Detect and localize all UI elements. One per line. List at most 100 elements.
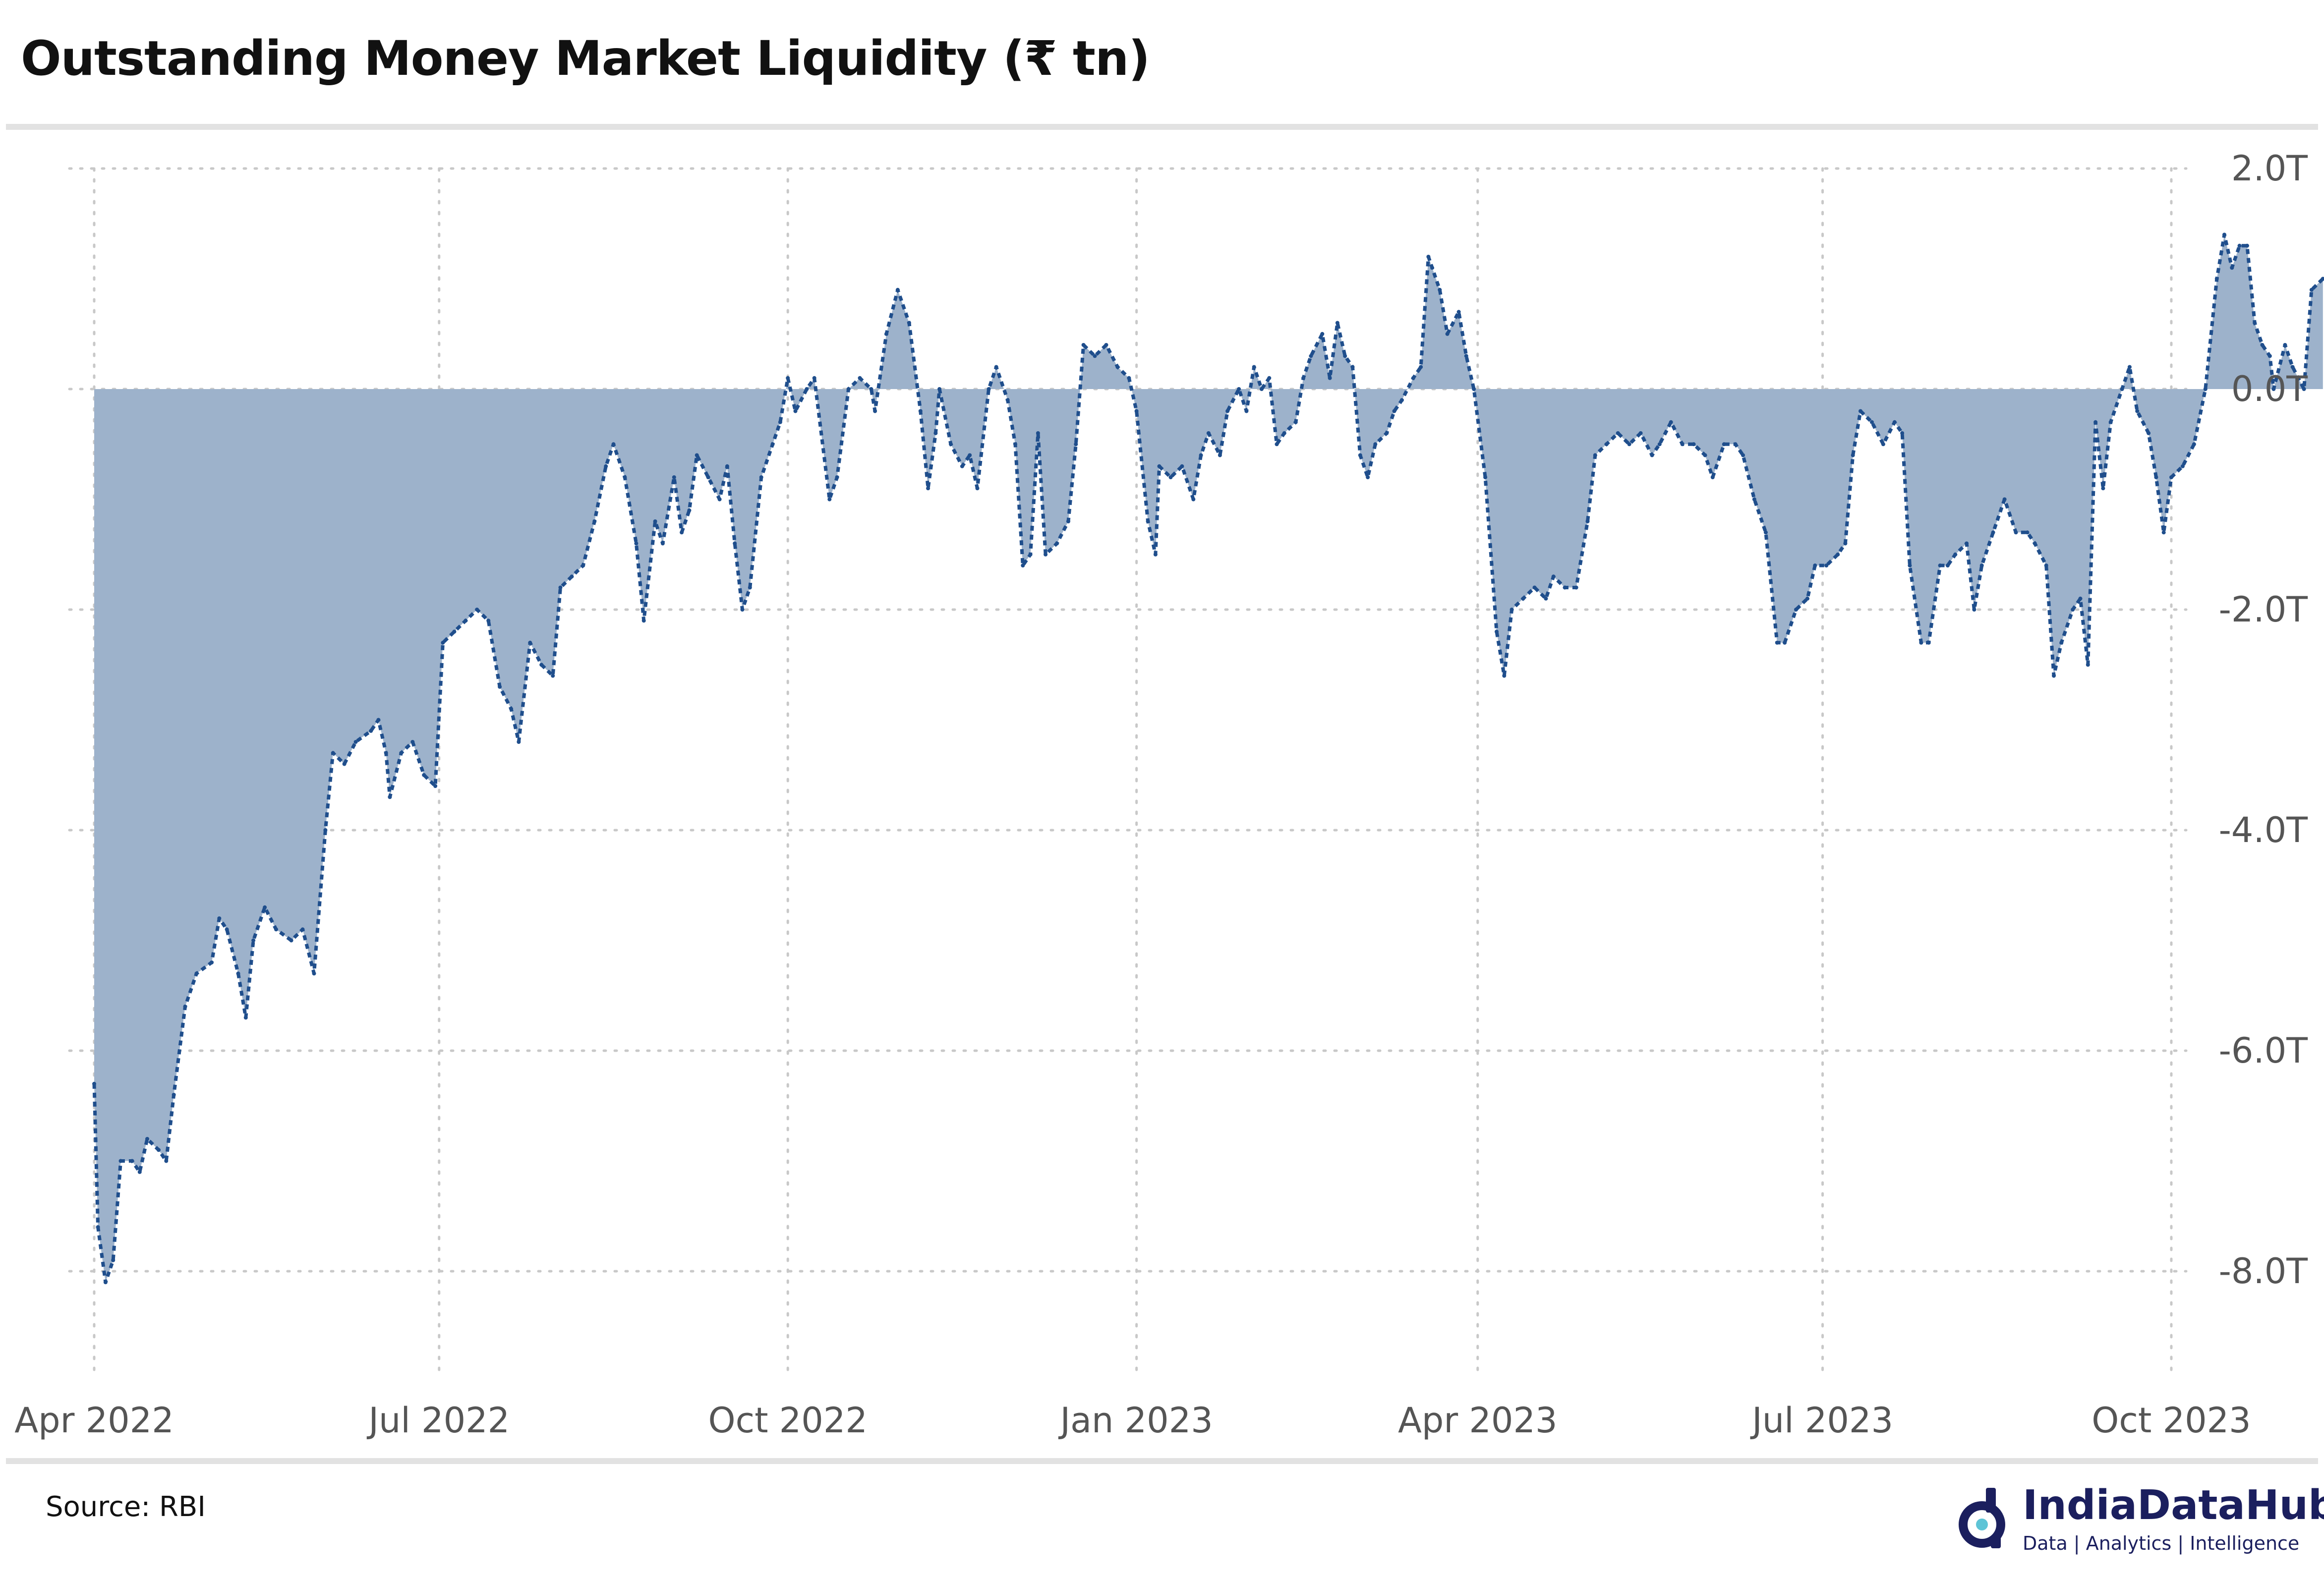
data-point (2025, 530, 2030, 535)
data-point (289, 938, 293, 943)
data-point (2071, 608, 2075, 612)
data-point (1741, 453, 1745, 457)
data-point (1399, 398, 1404, 402)
data-point (1218, 453, 1222, 457)
data-point (2237, 243, 2242, 248)
data-point (1657, 442, 1662, 447)
data-point (1411, 376, 1415, 380)
data-point (1275, 442, 1279, 447)
data-point (733, 541, 737, 546)
data-point (1350, 365, 1355, 369)
data-point (1563, 585, 1567, 590)
data-point (1824, 564, 1829, 567)
chart-title: Outstanding Money Market Liquidity (₹ tn… (21, 31, 1150, 86)
data-point (1813, 564, 1817, 567)
data-point (236, 971, 240, 976)
data-point (1134, 409, 1139, 413)
data-point (172, 1093, 176, 1097)
data-point (145, 1137, 149, 1141)
data-point (96, 1225, 100, 1229)
data-point (1309, 354, 1313, 358)
data-point (1180, 464, 1184, 468)
data-point (441, 640, 445, 645)
data-point (376, 718, 381, 722)
data-point (1104, 343, 1108, 347)
data-point (884, 332, 888, 336)
data-point (251, 938, 256, 943)
data-point (2203, 387, 2208, 391)
data-point (1115, 365, 1120, 369)
y-axis: 2.0T 0.0T -2.0T -4.0T -6.0T -8.0T (2219, 148, 2308, 1292)
data-point (263, 905, 267, 909)
data-point (1301, 376, 1306, 380)
data-point (1366, 475, 1370, 479)
data-point (1419, 365, 1423, 369)
data-point (1638, 431, 1643, 435)
data-point (793, 409, 798, 413)
data-point (2033, 541, 2037, 546)
x-axis: Apr 2022 Jul 2022 Oct 2022 Jan 2023 Apr 2023… (14, 1400, 2251, 1441)
data-point (2044, 564, 2048, 567)
brand-tagline: Data | Analytics | Intelligence (2023, 1532, 2300, 1554)
data-point (1438, 287, 1442, 292)
data-point (1510, 608, 1514, 612)
data-point (1044, 552, 1048, 557)
data-point (725, 464, 729, 468)
data-point (907, 321, 911, 325)
data-point (1199, 453, 1203, 457)
indiadatahub-logo-icon (1959, 1488, 2005, 1548)
data-point (194, 971, 199, 976)
data-point (539, 663, 544, 667)
x-tick-label: Apr 2022 (14, 1400, 174, 1441)
data-point (1191, 497, 1196, 502)
data-point (1426, 255, 1431, 259)
data-point (1005, 398, 1010, 402)
data-point (1495, 629, 1499, 634)
data-point (933, 431, 938, 435)
brand-logo: IndiaDataHub Data | Analytics | Intellig… (1958, 1482, 2324, 1556)
data-point (2230, 266, 2234, 270)
x-tick-label: Oct 2022 (708, 1400, 867, 1441)
data-point (1293, 420, 1298, 424)
data-point (164, 1159, 169, 1163)
data-point (1926, 640, 1931, 645)
data-point (1021, 564, 1025, 567)
data-point (1783, 640, 1787, 645)
data-point (1260, 387, 1264, 391)
data-point (858, 376, 862, 380)
data-point (680, 530, 684, 535)
data-point (1028, 552, 1033, 557)
data-point (846, 387, 851, 391)
data-point (1472, 387, 1476, 391)
data-point (2078, 596, 2083, 601)
data-point (968, 453, 972, 457)
data-point (1836, 552, 1840, 557)
data-point (1036, 431, 1040, 435)
data-point (399, 751, 404, 755)
data-point (558, 585, 563, 590)
data-point (1710, 475, 1715, 479)
data-point (748, 585, 752, 590)
data-point (183, 1005, 187, 1009)
data-point (2147, 431, 2151, 435)
data-point (517, 740, 521, 744)
data-point (1252, 365, 1256, 369)
data-point (1358, 453, 1362, 457)
data-point (509, 707, 514, 711)
data-point (592, 519, 597, 523)
data-point (2180, 464, 2185, 468)
data-point (706, 475, 710, 479)
data-point (1153, 552, 1158, 557)
data-point (2309, 287, 2314, 292)
data-point (464, 619, 468, 623)
data-point (384, 751, 388, 755)
data-point (475, 608, 479, 612)
data-point (1900, 431, 1905, 435)
x-tick-label: Jul 2022 (366, 1400, 510, 1441)
data-point (770, 442, 775, 447)
data-point (1521, 596, 1525, 601)
x-tick-label: Oct 2023 (2092, 1400, 2251, 1441)
data-point (1953, 552, 1958, 557)
data-point (2267, 354, 2272, 358)
data-point (369, 729, 373, 733)
